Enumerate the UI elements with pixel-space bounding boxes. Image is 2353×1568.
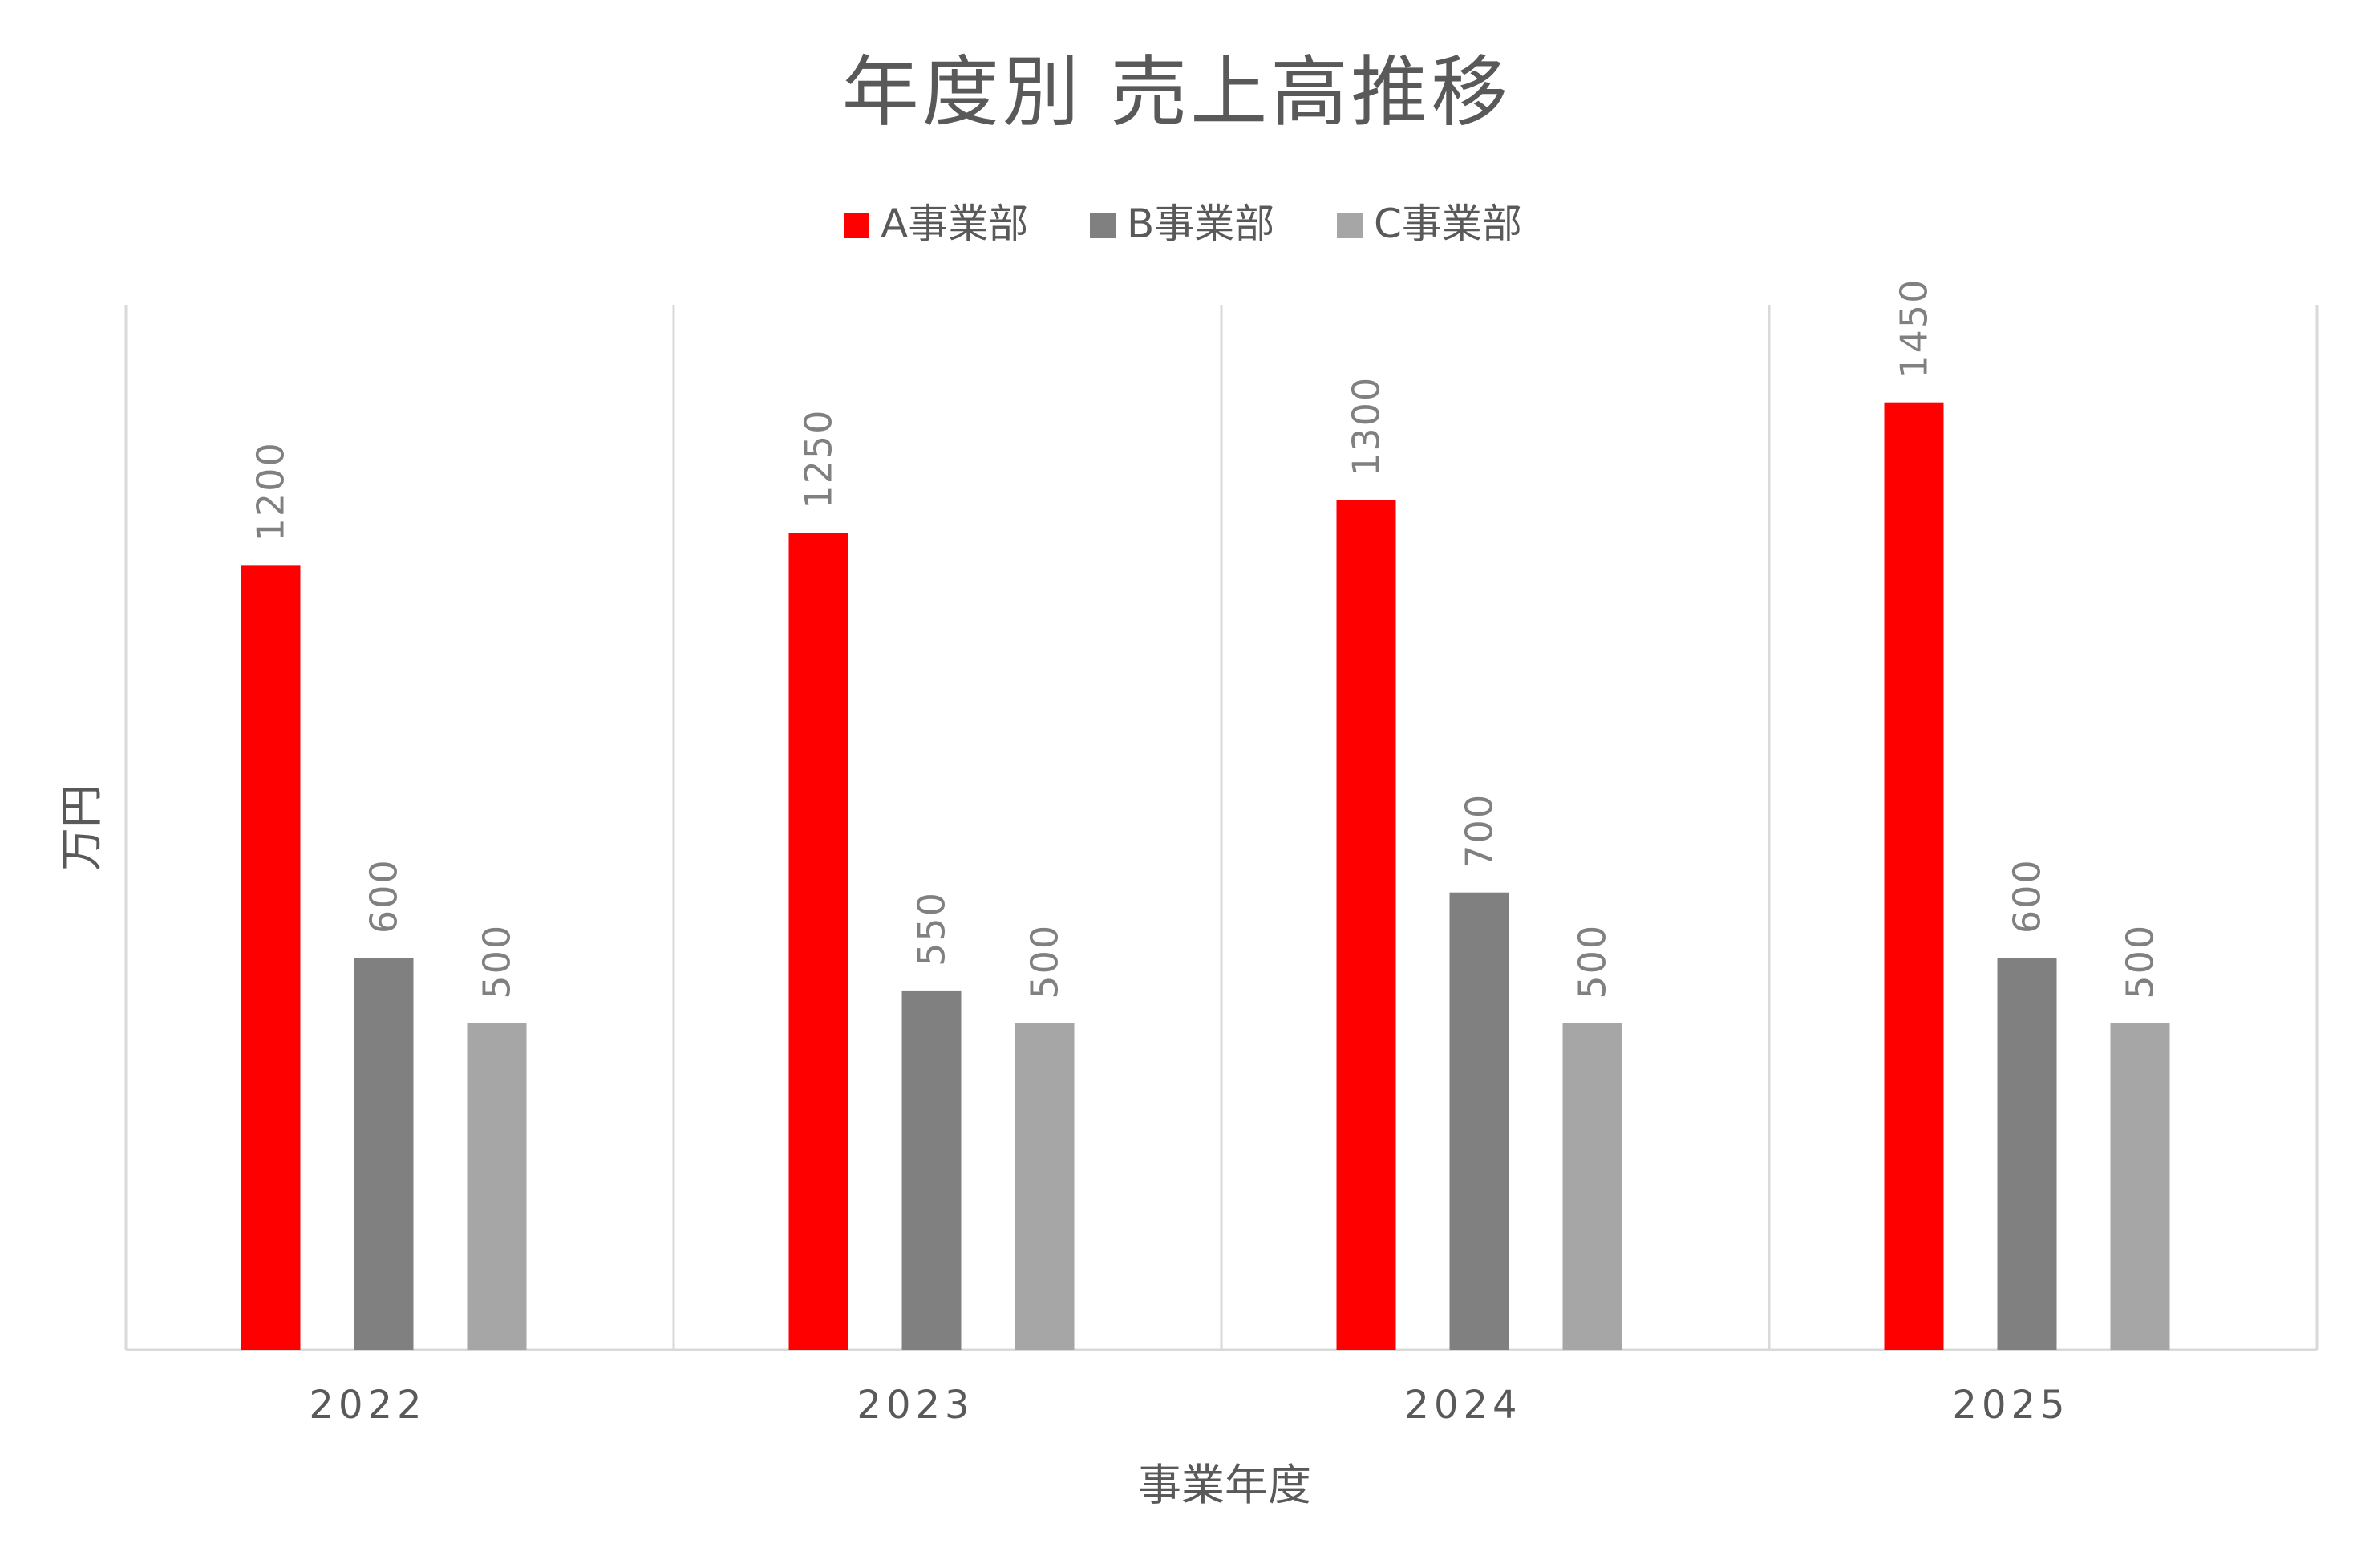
x-tick-2024: 2024	[1404, 1383, 1521, 1428]
legend-swatch-2	[1090, 213, 1116, 238]
x-axis-title: 事業年度	[1138, 1460, 1311, 1510]
bar-1-2023	[788, 533, 848, 1350]
x-tick-2025: 2025	[1952, 1383, 2069, 1428]
data-label-2-2023: 550	[910, 891, 954, 966]
bar-3-2023	[1015, 1023, 1075, 1350]
x-tick-2022: 2022	[309, 1383, 426, 1428]
legend-label-3: C事業部	[1374, 201, 1522, 247]
x-tick-2023: 2023	[857, 1383, 974, 1428]
data-label-1-2023: 1250	[797, 409, 840, 509]
data-label-3-2023: 500	[1023, 924, 1067, 999]
y-axis-title: 万円	[56, 784, 107, 871]
legend-label-1: A事業部	[881, 201, 1028, 247]
legend-swatch-1	[844, 213, 869, 238]
legend: A事業部 B事業部 C事業部	[844, 201, 1522, 247]
bar-2-2025	[1997, 958, 2057, 1350]
data-label-3-2022: 500	[476, 924, 519, 999]
data-label-1-2024: 1300	[1345, 376, 1388, 476]
bars	[241, 402, 2170, 1350]
bar-2-2023	[901, 990, 962, 1350]
bar-2-2024	[1449, 892, 1509, 1350]
bar-1-2025	[1884, 402, 1944, 1350]
bar-3-2022	[467, 1023, 527, 1350]
legend-label-2: B事業部	[1127, 201, 1274, 247]
x-axis-ticks: 2022 2023 2024 2025	[309, 1383, 2069, 1428]
data-label-1-2022: 1200	[249, 441, 293, 541]
bar-2-2022	[354, 958, 414, 1350]
data-label-3-2025: 500	[2119, 924, 2162, 999]
bar-1-2022	[241, 565, 301, 1350]
bar-3-2025	[2110, 1023, 2170, 1350]
data-label-2-2022: 600	[362, 858, 406, 934]
data-label-2-2025: 600	[2006, 858, 2049, 934]
data-label-2-2024: 700	[1458, 793, 1501, 869]
category-separators	[124, 305, 2319, 1351]
legend-swatch-3	[1337, 213, 1363, 238]
data-label-3-2024: 500	[1571, 924, 1614, 999]
data-label-1-2025: 1450	[1893, 278, 1936, 379]
bar-3-2024	[1562, 1023, 1622, 1350]
data-labels: 1200 600 500 1250 550 500 1300 700 500 1450 600 500	[249, 278, 2162, 999]
bar-1-2024	[1336, 500, 1396, 1350]
chart-title: 年度別 売上高推移	[842, 47, 1512, 137]
